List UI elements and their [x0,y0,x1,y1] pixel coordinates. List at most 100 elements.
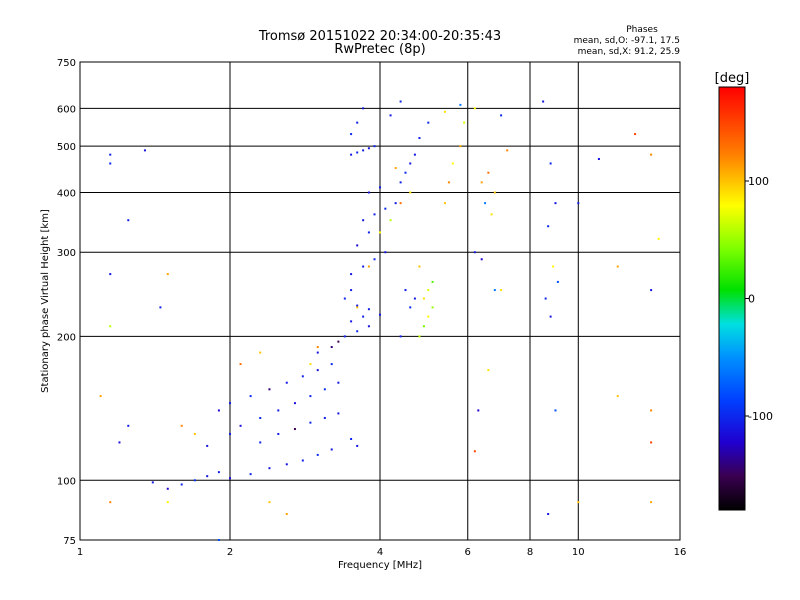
data-point [394,202,397,205]
data-point [484,202,487,205]
data-point [544,297,547,300]
data-point [166,273,169,276]
data-point [356,244,359,247]
data-point [259,351,262,354]
data-point [143,149,146,152]
colorbar-tick-label: 100 [748,175,769,188]
data-point [404,289,407,292]
data-point [367,191,370,194]
data-point [166,501,169,504]
y-axis-label: Stationary phase Virtual Height [km] [40,209,51,393]
data-point [418,335,421,338]
x-tick-label: 10 [572,547,585,558]
data-point [367,308,370,311]
data-point [356,444,359,447]
data-point [309,395,312,398]
data-points [99,100,660,541]
data-point [285,463,288,466]
data-point [277,409,280,412]
grid [80,62,680,540]
data-point [350,273,353,276]
y-tick-label: 75 [63,536,76,547]
colorbar-tick-label: 0 [748,293,755,306]
data-point [127,424,130,427]
data-point [473,107,476,110]
data-point [650,409,653,412]
data-point [650,501,653,504]
data-point [418,137,421,140]
data-point [422,325,425,328]
data-point [343,297,346,300]
data-point [217,471,220,474]
y-tick-label: 600 [57,104,76,115]
data-point [384,251,387,254]
data-point [480,181,483,184]
data-point [399,100,402,103]
data-point [109,162,112,165]
data-point [193,479,196,482]
data-point [316,369,319,372]
data-point [356,306,359,309]
data-point [487,369,490,372]
data-point [356,121,359,124]
data-point [373,145,376,148]
data-point [206,475,209,478]
data-point [634,133,637,136]
data-point [277,432,280,435]
data-point [367,265,370,268]
data-point [367,147,370,150]
x-tick-label: 4 [377,547,383,558]
data-point [330,363,333,366]
x-tick-label: 6 [465,547,471,558]
data-point [399,335,402,338]
data-point [577,501,580,504]
data-point [367,325,370,328]
data-point [459,103,462,106]
data-point [379,231,381,234]
data-point [356,330,359,333]
data-point [309,421,312,424]
x-ticks: 1 2 4 6 8 10 16 [77,547,687,558]
y-tick-label: 200 [57,332,76,343]
data-point [389,114,392,117]
x-tick-label: 1 [77,547,83,558]
phases-x-line: mean, sd,X: 91.2, 25.9 [578,47,681,57]
data-point [616,395,619,398]
data-point [650,289,653,292]
data-point [268,388,271,391]
data-point [350,153,353,156]
data-point [459,145,462,148]
y-tick-label: 750 [57,58,76,69]
colorbar [719,87,745,510]
data-point [547,513,550,516]
data-point [554,409,557,412]
data-point [418,265,421,268]
data-point [500,114,503,117]
data-point [99,395,102,398]
data-point [413,153,416,156]
y-tick-label: 300 [57,248,76,259]
data-point [506,149,509,152]
data-point [409,191,412,194]
data-point [350,289,353,292]
data-point [451,162,454,165]
data-point [650,153,653,156]
data-point [239,363,242,366]
data-point [180,424,183,427]
data-point [293,428,296,431]
data-point [542,100,545,103]
data-point [409,306,412,309]
data-point [343,335,346,338]
data-point [217,409,220,412]
data-point [356,304,359,307]
data-point [109,325,112,328]
data-point [118,441,121,444]
data-point [373,213,376,216]
data-point [473,450,476,453]
data-point [229,432,231,435]
data-point [316,453,319,456]
x-axis-label: Frequency [MHz] [338,560,422,571]
data-point [362,219,365,222]
colorbar-tick-label: -100 [748,410,773,423]
data-point [337,412,340,415]
